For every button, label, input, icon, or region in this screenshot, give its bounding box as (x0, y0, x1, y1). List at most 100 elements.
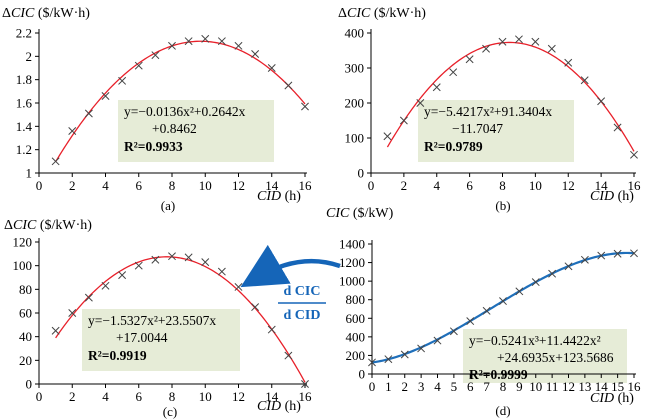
x-tick-label: 12 (232, 178, 245, 193)
data-point-marker (466, 317, 475, 326)
panel-label: (b) (495, 198, 510, 213)
data-point-marker (101, 281, 110, 290)
y-tick-label: 300 (345, 61, 365, 76)
x-tick-label: 3 (418, 379, 425, 394)
marker-stroke (531, 37, 540, 46)
y-tick-label: 1 (26, 166, 33, 181)
data-point-marker (184, 37, 193, 46)
marker-stroke (84, 293, 93, 302)
data-point-marker (482, 306, 491, 315)
y-tick-label: 2.2 (16, 26, 32, 41)
marker-stroke (284, 81, 293, 90)
data-point-marker (284, 81, 293, 90)
x-tick-label: 8 (169, 389, 176, 404)
x-tick-label: 10 (529, 379, 542, 394)
y-tick-label: 80 (19, 282, 32, 297)
x-tick-label: 13 (578, 379, 591, 394)
y-tick-label: 1200 (339, 255, 365, 270)
r-squared-label: R²=0.9919 (88, 348, 147, 363)
x-tick-label: 5 (451, 379, 458, 394)
y-axis-title: ΔCIC ($/kW·h) (4, 218, 92, 233)
x-tick-label: 0 (368, 178, 375, 193)
data-point-marker (613, 249, 622, 258)
data-point-marker (630, 249, 638, 258)
y-tick-label: 400 (345, 26, 365, 41)
marker-stroke (482, 306, 491, 315)
x-tick-label: 0 (369, 379, 376, 394)
marker-stroke (267, 325, 276, 334)
derivative-annotation: d CIC d CID (240, 244, 341, 323)
marker-stroke (597, 97, 606, 106)
x-tick-label: 2 (69, 178, 76, 193)
data-point-marker (84, 109, 93, 118)
y-tick-label: 200 (346, 348, 366, 363)
y-tick-label: 40 (19, 329, 32, 344)
data-point-marker (134, 61, 143, 70)
marker-stroke (168, 252, 176, 261)
data-point-marker (151, 255, 160, 264)
marker-stroke (134, 61, 143, 70)
data-point-marker (84, 293, 93, 302)
marker-stroke (547, 44, 556, 53)
data-point-marker (417, 344, 426, 353)
marker-stroke (482, 44, 491, 53)
marker-stroke (184, 37, 193, 46)
marker-stroke (630, 249, 638, 258)
y-tick-label: 100 (345, 131, 365, 146)
data-point-marker (399, 116, 408, 125)
equation-line-2: +0.8462 (152, 121, 197, 136)
data-point-marker (597, 251, 606, 260)
x-tick-label: 6 (467, 379, 474, 394)
marker-stroke (613, 249, 622, 258)
x-tick-label: 7 (483, 379, 490, 394)
marker-stroke (68, 127, 77, 135)
x-tick-label: 10 (199, 389, 212, 404)
fit-curve (55, 40, 306, 163)
marker-stroke (531, 278, 540, 287)
y-tick-label: 120 (13, 235, 33, 250)
marker-stroke (134, 261, 143, 270)
data-point-marker (301, 380, 309, 388)
data-point-marker (267, 325, 276, 334)
marker-stroke (564, 262, 573, 271)
y-tick-label: 1000 (339, 274, 365, 289)
chart-panel-b: 0 100 200 300 400 0 2 4 6 8 10 12 14 16 ΔCIC ($/kW·h) C… (338, 6, 641, 213)
x-tick-label: 8 (169, 178, 176, 193)
x-tick-label: 10 (199, 178, 212, 193)
marker-stroke (399, 116, 408, 125)
fit-curve (386, 41, 635, 152)
data-point-marker (383, 132, 392, 141)
x-axis-title: CID (h) (590, 391, 634, 406)
marker-stroke (101, 92, 110, 100)
marker-stroke (449, 327, 458, 336)
data-point-marker (482, 44, 491, 53)
panel-label: (a) (161, 198, 175, 213)
marker-stroke (465, 55, 474, 64)
chart-panel-a: 1 1.2 1.4 1.6 1.8 2 2.2 0 2 4 6 8 10 12 14 16 ΔCIC ($/kW… (2, 6, 312, 213)
equation-line-1: y=−1.5327x²+23.5507x (88, 313, 216, 328)
data-point-marker (234, 283, 243, 291)
data-point-marker (498, 37, 507, 46)
marker-stroke (201, 34, 210, 43)
data-point-marker (51, 157, 60, 166)
marker-stroke (301, 380, 309, 388)
data-point-marker (580, 255, 589, 264)
marker-stroke (184, 253, 193, 262)
data-point-marker (234, 41, 243, 50)
x-tick-label: 4 (102, 178, 109, 193)
r-squared-label: R²=0.9999 (469, 367, 528, 382)
x-tick-label: 2 (402, 379, 409, 394)
data-point-marker (465, 55, 474, 64)
marker-stroke (548, 269, 557, 278)
chart-panel-c: 0 20 40 60 80 100 120 0 2 4 6 8 10 12 14 16 ΔCIC ($/kW·h… (4, 218, 312, 419)
marker-stroke (580, 255, 589, 264)
marker-stroke (151, 51, 160, 60)
derivative-numerator: d CIC (284, 284, 321, 299)
data-point-marker (217, 37, 226, 46)
y-tick-label: 0 (26, 377, 33, 392)
marker-stroke (101, 281, 110, 290)
data-point-marker (51, 326, 60, 335)
x-axis-title: CID (h) (590, 189, 634, 204)
